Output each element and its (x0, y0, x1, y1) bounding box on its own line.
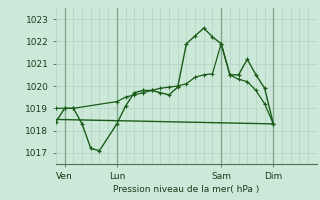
X-axis label: Pression niveau de la mer( hPa ): Pression niveau de la mer( hPa ) (113, 185, 260, 194)
